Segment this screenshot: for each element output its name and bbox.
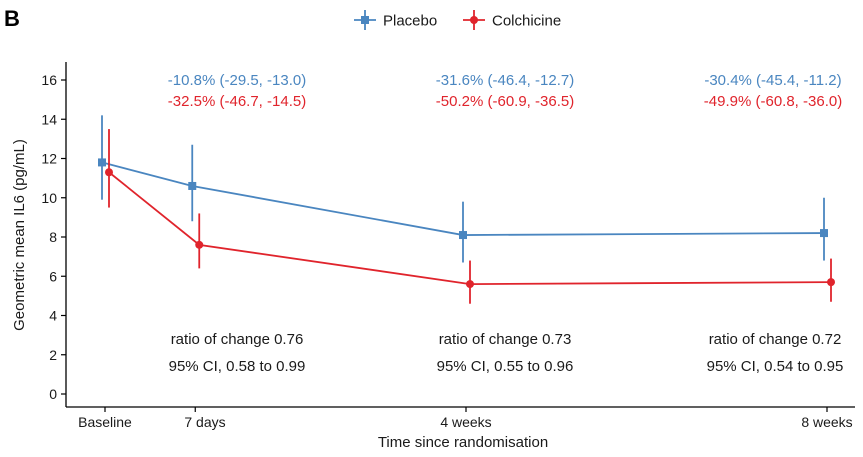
y-tick-label: 10 [41,190,57,206]
data-point [827,278,835,287]
pct-change-colchicine: -32.5% (-46.7, -14.5) [168,93,306,110]
legend-marker-circle [470,16,478,24]
pct-change-colchicine: -50.2% (-60.9, -36.5) [436,93,574,110]
legend: Placebo Colchicine [354,10,561,30]
data-point [98,158,106,167]
data-point [466,280,474,289]
ratio-of-change: ratio of change 0.72 [709,331,842,348]
data-point [188,181,197,190]
ratio-ci: 95% CI, 0.58 to 0.99 [169,358,306,375]
legend-label: Colchicine [492,13,561,30]
series-colchicine [105,129,835,304]
pct-change-placebo: -10.8% (-29.5, -13.0) [168,72,306,89]
y-tick-label: 2 [49,347,57,363]
y-tick-label: 12 [41,151,57,167]
x-tick-label: 7 days [184,414,225,430]
series-layer [98,115,835,304]
panel-label: B [4,6,20,31]
data-point [195,240,204,249]
pct-change-placebo: -30.4% (-45.4, -11.2) [704,72,841,89]
legend-label: Placebo [383,13,437,30]
ratio-of-change: ratio of change 0.76 [171,331,304,348]
pct-change-colchicine: -49.9% (-60.8, -36.0) [704,93,842,110]
ratio-annotations: ratio of change 0.76 95% CI, 0.58 to 0.99… [169,331,844,375]
data-point [459,231,467,240]
series-line [108,171,832,286]
percent-change-annotations: -10.8% (-29.5, -13.0) -32.5% (-46.7, -14.… [168,72,842,110]
ratio-ci: 95% CI, 0.54 to 0.95 [707,358,844,375]
y-tick-label: 14 [41,111,57,127]
x-tick-label: 4 weeks [440,414,491,430]
data-point [105,168,113,177]
data-point [820,229,828,238]
y-tick-label: 0 [49,386,57,402]
y-tick-label: 8 [49,229,57,245]
axes: 0 2 4 6 8 10 12 14 16 Baseline 7 days 4 weeks 8 week… [41,62,855,430]
x-tick-label: Baseline [78,414,132,430]
x-tick-label: 8 weeks [801,414,852,430]
x-axis-label: Time since randomisation [378,434,548,451]
y-tick-label: 16 [41,72,57,88]
ratio-of-change: ratio of change 0.73 [439,331,572,348]
series-line [101,161,825,236]
ratio-ci: 95% CI, 0.55 to 0.96 [437,358,574,375]
series-placebo [98,115,828,263]
y-axis-label: Geometric mean IL6 (pg/mL) [11,139,28,331]
pct-change-placebo: -31.6% (-46.4, -12.7) [436,72,574,89]
y-tick-label: 6 [49,268,57,284]
y-tick-label: 4 [49,308,57,324]
legend-marker-square [361,16,369,24]
